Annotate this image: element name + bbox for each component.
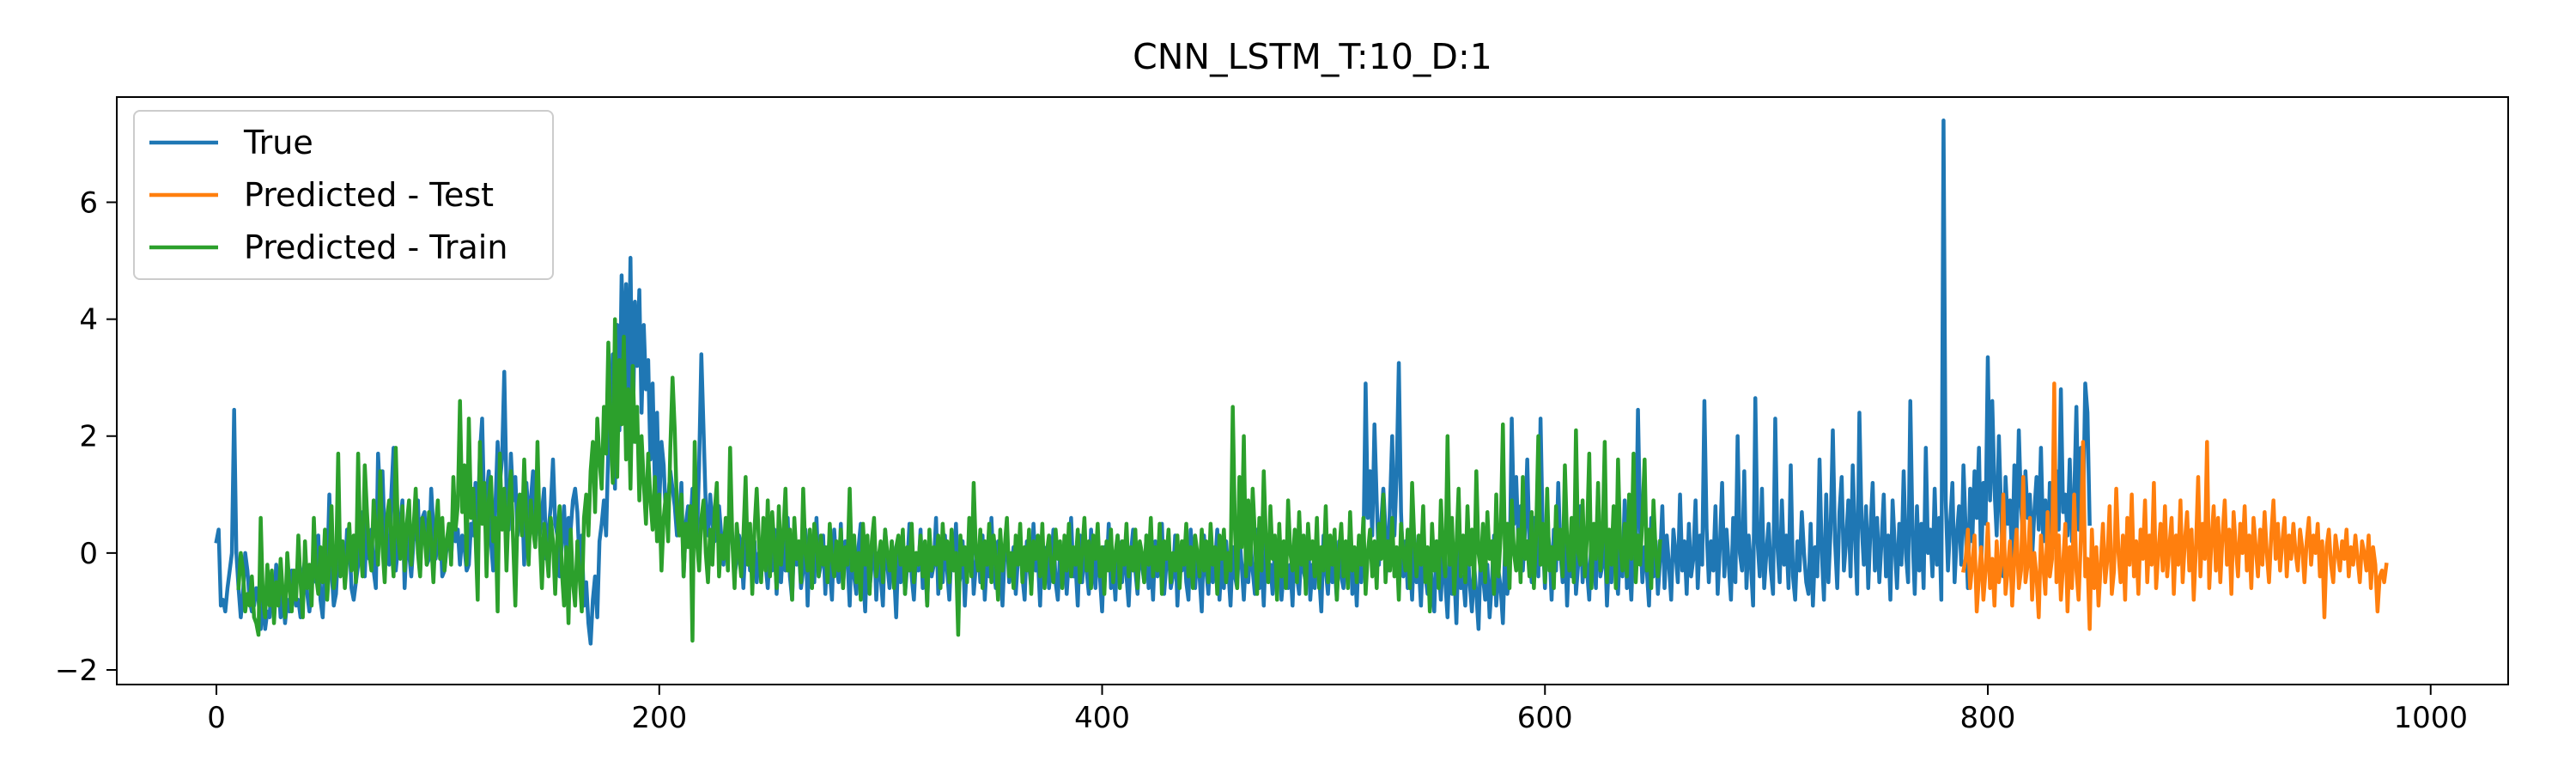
x-tick-label: 200 (631, 701, 687, 735)
plot-area (214, 118, 2389, 646)
x-tick-label: 0 (207, 701, 226, 735)
legend-label: Predicted - Train (244, 228, 507, 266)
series-line-predicted-test (1961, 381, 2389, 631)
legend-label: True (243, 124, 313, 161)
legend: True Predicted - Test Predicted - Train (133, 110, 554, 280)
legend-label: Predicted - Test (244, 176, 494, 214)
x-tick-label: 800 (1960, 701, 2016, 735)
x-tick-label: 400 (1074, 701, 1130, 735)
y-tick-label: −2 (55, 654, 98, 688)
x-tick-label: 600 (1517, 701, 1573, 735)
chart-title: CNN_LSTM_T:10_D:1 (1133, 36, 1492, 77)
y-tick-label: 6 (79, 186, 98, 221)
axes: 0 200 400 600 800 1000 −2 0 2 4 6 (55, 96, 2509, 735)
series-line-predicted-train (236, 317, 1662, 643)
y-tick-label: 4 (79, 303, 98, 338)
y-tick-label: 0 (79, 537, 98, 571)
x-tick-label: 1000 (2393, 701, 2468, 735)
legend-box (133, 110, 554, 280)
y-tick-label: 2 (79, 420, 98, 454)
plot-frame (116, 96, 2509, 685)
